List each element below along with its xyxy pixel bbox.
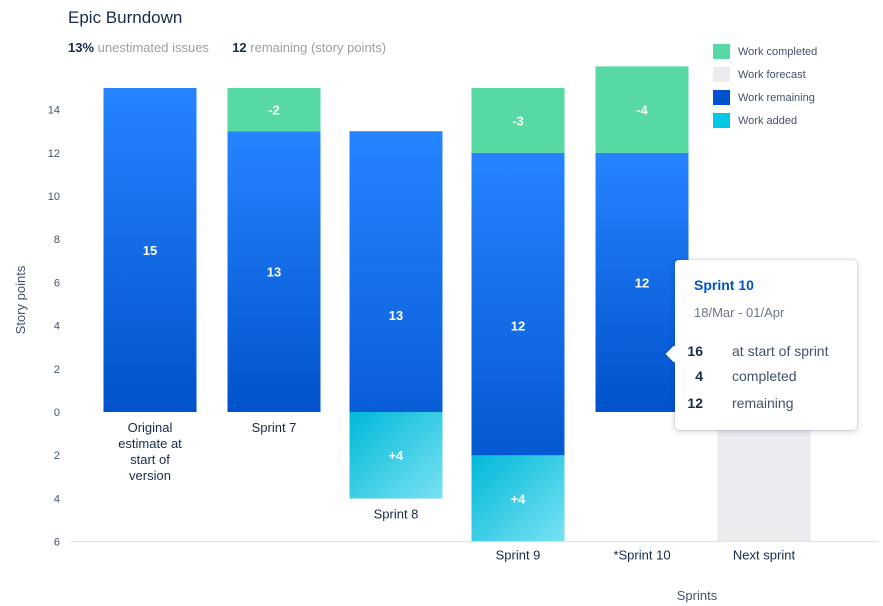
x-tick-label: Next sprint — [733, 548, 796, 563]
x-tick-label: Sprint 7 — [252, 420, 297, 435]
chart-stats: 13% unestimated issues 12 remaining (sto… — [68, 40, 386, 55]
y-tick-label: 14 — [48, 105, 60, 117]
legend-label: Work forecast — [738, 68, 806, 81]
tooltip-title: Sprint 10 — [694, 277, 754, 293]
legend-swatch-completed — [713, 44, 730, 59]
legend-label: Work added — [738, 114, 798, 127]
bar-remaining — [471, 152, 565, 499]
y-tick-label: 12 — [48, 148, 60, 160]
x-tick-label: Original — [128, 420, 173, 435]
bar-remaining-label: 13 — [267, 265, 281, 280]
unestimated-label: unestimated issues — [97, 40, 209, 55]
legend-item-forecast[interactable]: Work forecast — [713, 63, 817, 86]
bar-remaining-label: 15 — [143, 243, 157, 258]
y-tick-label: 2 — [54, 364, 60, 376]
bar-completed-label: -2 — [268, 103, 280, 118]
remaining-label: remaining (story points) — [250, 40, 387, 55]
sprint-tooltip: Sprint 10 18/Mar - 01/Apr 16 at start of… — [665, 260, 857, 430]
bar-completed-label: -3 — [512, 113, 524, 128]
bar-added — [349, 412, 443, 499]
bar-added-label: +4 — [389, 448, 405, 463]
legend-swatch-forecast — [713, 67, 730, 82]
y-tick-label: 10 — [48, 191, 60, 203]
y-tick-label: 0 — [54, 407, 60, 419]
tooltip-dates: 18/Mar - 01/Apr — [694, 305, 785, 320]
y-tick-label: 2 — [54, 450, 60, 462]
tooltip-row-completed: 4 completed — [675, 368, 857, 386]
y-tick-label: 8 — [54, 234, 60, 246]
bar-completed-label: -4 — [636, 103, 648, 118]
x-tick-label: Sprint 9 — [496, 548, 541, 563]
bar-remaining-label: 12 — [511, 319, 525, 334]
remaining-value: 12 — [232, 40, 247, 55]
tooltip-row-start: 16 at start of sprint — [675, 343, 857, 361]
legend-item-completed[interactable]: Work completed — [713, 40, 817, 63]
bar-remaining — [595, 152, 689, 413]
tooltip-label: at start of sprint — [732, 343, 829, 359]
tooltip-value: 12 — [687, 395, 703, 411]
tooltip-value: 4 — [695, 368, 703, 384]
bar-remaining — [227, 131, 321, 412]
legend-label: Work completed — [738, 45, 818, 58]
bar-completed — [471, 88, 565, 153]
y-tick-label: 6 — [54, 537, 60, 549]
y-axis-label: Story points — [13, 265, 28, 334]
x-tick-label: version — [129, 468, 171, 483]
y-tick-label: 4 — [54, 321, 60, 333]
chart-title: Epic Burndown — [68, 8, 183, 27]
x-tick-label: Sprint 8 — [374, 506, 419, 521]
legend-swatch-remaining — [713, 90, 730, 105]
bar-added — [471, 455, 565, 542]
legend-swatch-added — [713, 113, 730, 128]
tooltip-row-remaining: 12 remaining — [675, 395, 857, 413]
y-tick-label: 4 — [54, 493, 60, 505]
x-axis-label: Sprints — [677, 588, 718, 603]
unestimated-value: 13% — [68, 40, 95, 55]
x-tick-label: start of — [130, 452, 170, 467]
bar-remaining-label: 12 — [635, 275, 649, 290]
bar-added-label: +4 — [511, 491, 527, 506]
tooltip-label: completed — [732, 368, 797, 384]
legend-item-remaining[interactable]: Work remaining — [713, 86, 817, 109]
tooltip-label: remaining — [732, 395, 794, 411]
y-tick-label: 6 — [54, 277, 60, 289]
legend-label: Work remaining — [738, 91, 815, 104]
tooltip-value: 16 — [687, 343, 703, 359]
bar-completed — [595, 66, 689, 153]
legend-item-added[interactable]: Work added — [713, 109, 817, 132]
bar-remaining-label: 13 — [389, 308, 403, 323]
x-tick-label: *Sprint 10 — [613, 548, 670, 563]
chart-legend: Work completed Work forecast Work remain… — [713, 40, 817, 132]
x-tick-label: estimate at — [118, 436, 182, 451]
bar-completed — [227, 88, 321, 132]
bar-remaining — [103, 88, 197, 412]
